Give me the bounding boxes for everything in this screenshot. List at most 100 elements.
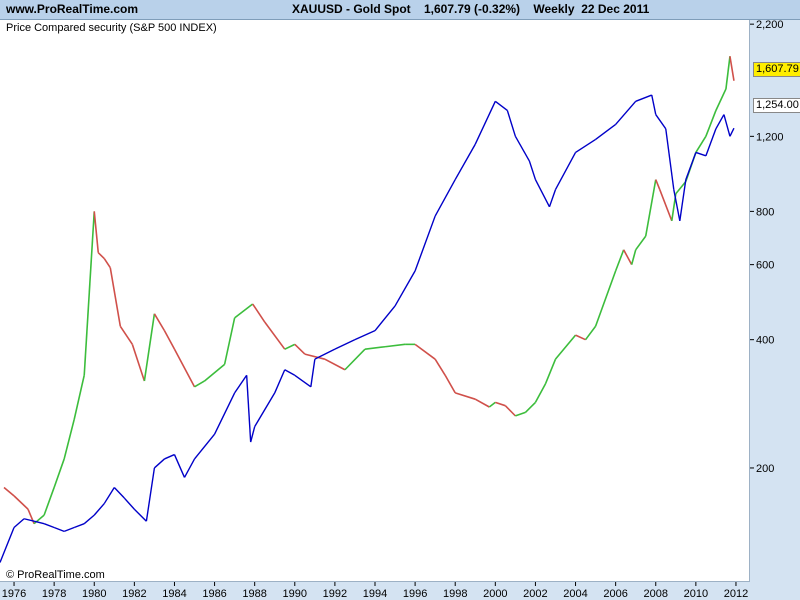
gold-segment: [204, 363, 226, 382]
gold-segment: [488, 401, 496, 408]
spx-segment: [655, 114, 667, 130]
spx-segment: [685, 152, 697, 180]
gold-segment: [655, 179, 661, 190]
gold-segment: [3, 486, 15, 497]
spx-segment: [23, 518, 35, 522]
spx-segment: [43, 523, 55, 529]
gold-segment: [252, 303, 266, 323]
spx-segment: [103, 487, 115, 504]
spx-segment: [213, 392, 236, 435]
gold-segment: [594, 270, 617, 327]
spx-segment: [723, 114, 731, 137]
spx-last-price-flag: 1,254.00: [753, 98, 800, 113]
x-tick-label: 2000: [483, 588, 507, 600]
spx-segment: [83, 514, 95, 525]
gold-segment: [109, 267, 122, 327]
gold-segment: [725, 56, 731, 90]
series-spx: [0, 94, 735, 563]
spx-segment: [133, 508, 147, 522]
y-tick-label: 2,200: [756, 19, 784, 31]
gold-segment: [153, 313, 166, 332]
gold-segment: [163, 330, 176, 350]
y-axis[interactable]: [750, 20, 800, 582]
spx-segment: [414, 215, 436, 272]
gold-segment: [614, 249, 625, 272]
spx-segment: [0, 527, 15, 563]
spx-segment: [705, 128, 717, 157]
gold-segment: [524, 401, 536, 413]
gold-segment: [414, 343, 436, 360]
spx-segment: [314, 348, 336, 360]
gold-segment: [705, 110, 717, 137]
x-tick-label: 1984: [162, 588, 186, 600]
spx-segment: [145, 467, 156, 522]
series-gold: [3, 56, 735, 525]
y-tick-label: 800: [756, 206, 774, 218]
spx-segment: [254, 392, 276, 428]
spx-segment: [514, 135, 531, 162]
spx-segment: [153, 458, 165, 469]
gold-segment: [103, 258, 111, 269]
x-tick-label: 1976: [2, 588, 26, 600]
x-tick-label: 1980: [82, 588, 106, 600]
spx-segment: [310, 359, 316, 387]
y-tick-label: 400: [756, 335, 774, 347]
x-tick-label: 1986: [202, 588, 226, 600]
gold-segment: [454, 392, 476, 400]
gold-segment: [644, 179, 657, 237]
gold-segment: [474, 398, 490, 408]
gold-segment: [131, 344, 146, 382]
gold-segment: [515, 411, 526, 417]
gold-segment: [364, 345, 386, 350]
spx-segment: [13, 518, 25, 529]
title-bar: www.ProRealTime.com XAUUSD - Gold Spot 1…: [0, 0, 800, 20]
x-tick-label: 1982: [122, 588, 146, 600]
gold-segment: [659, 189, 673, 222]
y-tick-label: 1,200: [756, 131, 784, 143]
spx-segment: [635, 94, 652, 102]
spx-segment: [123, 497, 135, 510]
spx-segment: [294, 374, 312, 388]
x-tick-label: 2002: [523, 588, 547, 600]
x-tick-label: 1978: [42, 588, 66, 600]
spx-segment: [73, 523, 85, 529]
spx-segment: [63, 526, 75, 532]
spx-segment: [595, 123, 617, 141]
gold-segment: [630, 249, 637, 265]
plot-label: Price Compared security (S&P 500 INDEX): [6, 22, 217, 34]
spx-segment: [528, 160, 537, 180]
x-tick-label: 1992: [323, 588, 347, 600]
gold-segment: [119, 325, 134, 345]
spx-segment: [548, 189, 557, 208]
x-tick-label: 2004: [563, 588, 587, 600]
spx-segment: [374, 305, 396, 332]
x-tick-label: 2010: [684, 588, 708, 600]
gold-segment: [53, 458, 65, 488]
gold-segment: [83, 211, 96, 376]
x-tick-label: 1988: [242, 588, 266, 600]
gold-segment: [264, 321, 286, 350]
gold-segment: [434, 358, 446, 376]
x-axis[interactable]: [0, 582, 800, 600]
gold-segment: [63, 419, 75, 460]
spx-segment: [354, 330, 376, 341]
gold-segment: [294, 343, 306, 355]
spx-segment: [679, 179, 687, 221]
gold-segment: [304, 353, 326, 360]
gold-segment: [143, 313, 156, 382]
gold-segment: [324, 358, 346, 371]
x-tick-label: 1990: [283, 588, 307, 600]
spx-segment: [234, 374, 248, 394]
spx-segment: [33, 520, 45, 525]
spx-segment: [245, 375, 252, 443]
gold-segment: [234, 303, 254, 319]
gold-last-price-flag: 1,607.79: [753, 62, 800, 77]
gold-segment: [584, 325, 597, 341]
chart-title: XAUUSD - Gold Spot 1,607.79 (-0.32%) Wee…: [292, 2, 650, 16]
spx-segment: [193, 433, 216, 460]
spx-segment: [53, 526, 65, 532]
gold-segment: [73, 375, 86, 420]
x-tick-label: 1998: [443, 588, 467, 600]
gold-segment: [384, 343, 406, 348]
